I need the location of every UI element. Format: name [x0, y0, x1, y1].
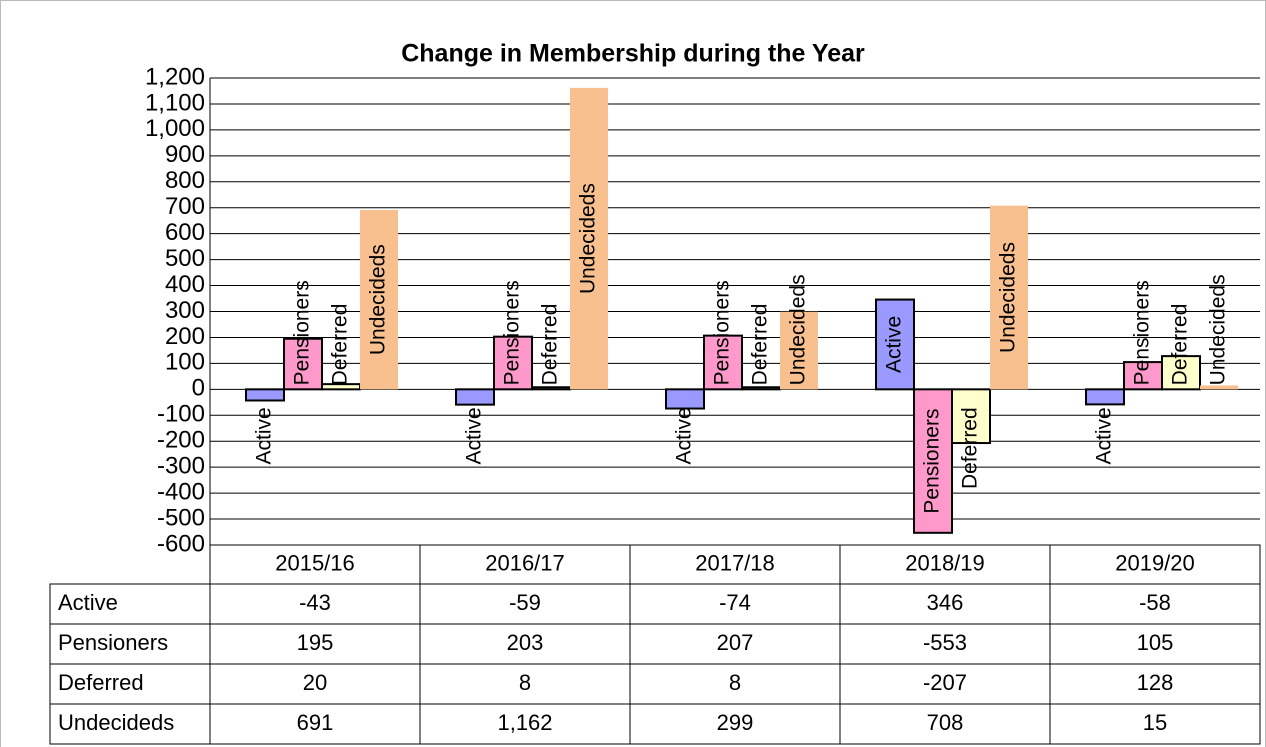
bar-label: Active: [673, 407, 696, 464]
bar-label: Undecideds: [1207, 274, 1230, 385]
table-value: 8: [729, 670, 741, 695]
table-value: 105: [1137, 630, 1174, 655]
bar: [951, 388, 991, 445]
bar: [875, 298, 915, 391]
y-tick-label: 1,000: [145, 115, 205, 142]
y-tick-label: -500: [157, 504, 205, 531]
table-value: 128: [1137, 670, 1174, 695]
table-value: -74: [719, 590, 751, 615]
bar: [531, 386, 571, 391]
bar: [741, 386, 781, 391]
bar: [455, 388, 495, 406]
bar-label: Undecideds: [787, 274, 810, 385]
bar: [1161, 355, 1201, 391]
x-tick-label: 2019/20: [1115, 550, 1195, 575]
bar-label: Active: [1093, 407, 1116, 464]
table-value: -207: [923, 670, 967, 695]
y-tick-label: 1,200: [145, 63, 205, 90]
x-tick-label: 2017/18: [695, 550, 775, 575]
bar: [1200, 385, 1238, 390]
bar-label: Deferred: [749, 304, 772, 386]
table-row-label: Deferred: [58, 670, 144, 695]
y-tick-label: 400: [165, 271, 205, 298]
x-tick-label: 2016/17: [485, 550, 565, 575]
y-tick-label: -300: [157, 453, 205, 480]
y-tick-label: 700: [165, 193, 205, 220]
chart-title: Change in Membership during the Year: [401, 40, 865, 68]
x-tick-label: 2018/19: [905, 550, 985, 575]
bar-label: Pensioners: [711, 280, 734, 385]
bar: [360, 210, 398, 390]
bar: [245, 388, 285, 402]
y-tick-label: -200: [157, 427, 205, 454]
bar: [493, 335, 533, 391]
table-value: 299: [717, 710, 754, 735]
bar: [1123, 361, 1163, 391]
bar-label: Undecideds: [577, 183, 600, 294]
table-value: 15: [1143, 710, 1167, 735]
bar: [990, 205, 1028, 390]
y-tick-label: -100: [157, 401, 205, 428]
table-row-label: Undecideds: [58, 710, 174, 735]
y-tick-label: 500: [165, 245, 205, 272]
bar-label: Active: [253, 407, 276, 464]
table-value: 20: [303, 670, 327, 695]
bar: [913, 388, 953, 534]
y-tick-label: 900: [165, 141, 205, 168]
table-value: -58: [1139, 590, 1171, 615]
bar: [665, 388, 705, 410]
bar: [1085, 388, 1125, 406]
bar: [283, 337, 323, 391]
table-value: 195: [297, 630, 334, 655]
bar-label: Deferred: [329, 304, 352, 386]
bar: [780, 311, 818, 390]
bar-label: Undecideds: [997, 242, 1020, 353]
bar-label: Undecideds: [367, 244, 390, 355]
y-tick-label: 600: [165, 219, 205, 246]
y-tick-label: 800: [165, 167, 205, 194]
table-value: 8: [519, 670, 531, 695]
y-tick-label: -400: [157, 478, 205, 505]
table-value: 1,162: [497, 710, 552, 735]
y-tick-label: 0: [192, 375, 205, 402]
y-tick-label: 200: [165, 323, 205, 350]
y-tick-label: 100: [165, 349, 205, 376]
table-value: -59: [509, 590, 541, 615]
bar: [570, 87, 608, 390]
table-row-label: Pensioners: [58, 630, 168, 655]
table-cell: [1049, 703, 1261, 745]
table-value: 346: [927, 590, 964, 615]
table-row-label: Active: [58, 590, 118, 615]
bar-label: Pensioners: [501, 280, 524, 385]
table-value: 708: [927, 710, 964, 735]
table-value: 691: [297, 710, 334, 735]
bar-label: Deferred: [1169, 304, 1192, 386]
y-tick-label: -600: [157, 530, 205, 557]
bar: [703, 334, 743, 391]
table-value: -43: [299, 590, 331, 615]
bar-label: Pensioners: [291, 280, 314, 385]
bar-label: Pensioners: [1131, 280, 1154, 385]
bar-label: Deferred: [539, 304, 562, 386]
bar-label: Active: [883, 316, 906, 373]
x-tick-label: 2015/16: [275, 550, 355, 575]
bar-label: Deferred: [959, 407, 982, 489]
table-value: 207: [717, 630, 754, 655]
y-tick-label: 300: [165, 297, 205, 324]
bar-label: Active: [463, 407, 486, 464]
bar-label: Pensioners: [921, 409, 944, 514]
table-value: 203: [507, 630, 544, 655]
table-value: -553: [923, 630, 967, 655]
y-tick-label: 1,100: [145, 89, 205, 116]
